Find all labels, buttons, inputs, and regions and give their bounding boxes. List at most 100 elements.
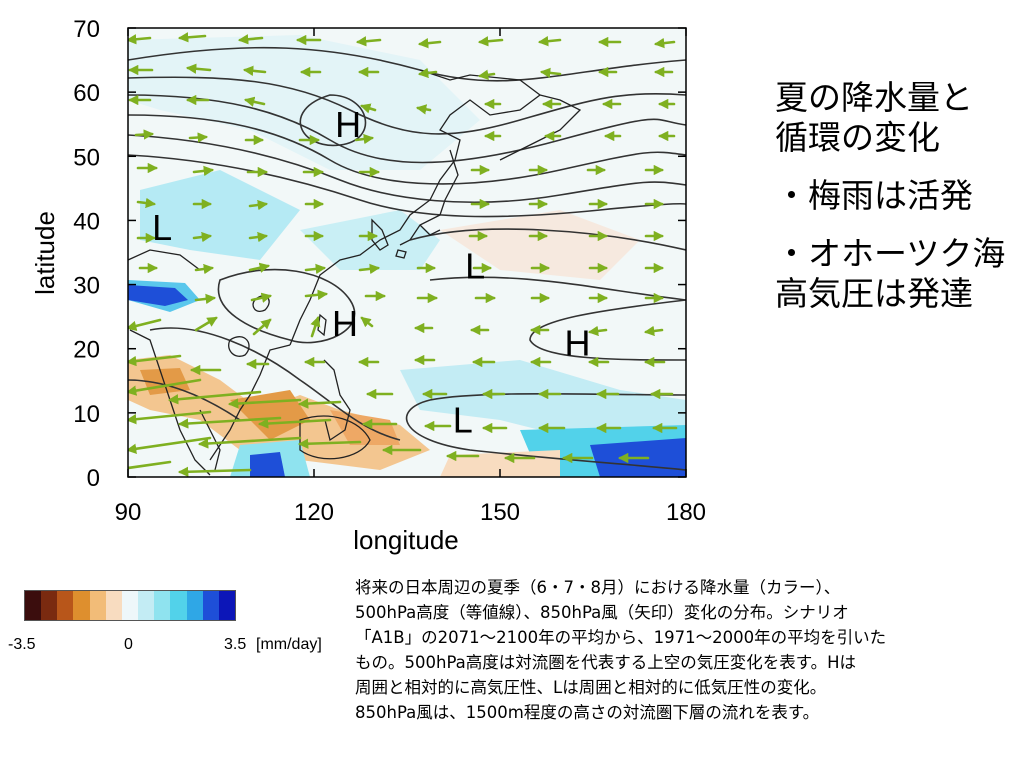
wind-arrow bbox=[188, 132, 209, 143]
colorbar-swatch bbox=[73, 591, 90, 620]
wind-arrow bbox=[134, 129, 155, 140]
colorbar-swatch bbox=[202, 591, 219, 620]
colorbar-mid-label: 0 bbox=[124, 636, 133, 653]
wind-arrow bbox=[477, 69, 496, 80]
colorbar-swatch bbox=[105, 591, 122, 620]
colorbar-swatch bbox=[89, 591, 106, 620]
x-tick-labels: 90 120 150 180 bbox=[115, 499, 706, 526]
wind-arrow bbox=[360, 316, 374, 328]
x-axis-title: longitude bbox=[353, 525, 459, 555]
wind-arrow bbox=[128, 34, 152, 45]
wind-arrow bbox=[252, 318, 272, 336]
wind-arrow bbox=[227, 398, 302, 409]
wind-arrow bbox=[128, 436, 212, 454]
wind-arrow bbox=[128, 460, 172, 470]
y-tick-label: 0 bbox=[87, 465, 100, 492]
summary-title: 夏の降水量と 循環の変化 bbox=[775, 78, 973, 157]
colorbar-unit-label: [mm/day] bbox=[256, 636, 322, 653]
colorbar-labels: -3.5 0 3.5 [mm/day] bbox=[0, 636, 340, 660]
wind-arrow bbox=[250, 292, 273, 303]
map-figure: H L L H H L 0 10 20 30 40 50 60 70 90 12… bbox=[30, 16, 706, 555]
x-tick-label: 120 bbox=[294, 499, 334, 526]
wind-arrow bbox=[297, 398, 342, 409]
map-frame bbox=[127, 27, 687, 478]
wind-arrow bbox=[192, 165, 215, 177]
wind-arrow bbox=[257, 418, 332, 429]
map-plot-area: H L L H H L bbox=[128, 28, 686, 477]
y-tick-label: 60 bbox=[73, 80, 100, 107]
pressure-label: L bbox=[453, 399, 473, 440]
y-tick-label: 10 bbox=[73, 401, 100, 428]
wind-arrow bbox=[128, 318, 162, 332]
wind-arrow bbox=[537, 35, 562, 47]
x-tick-label: 90 bbox=[115, 499, 142, 526]
pressure-label: H bbox=[335, 104, 361, 145]
wind-arrow bbox=[360, 103, 377, 114]
wind-arrow bbox=[539, 67, 562, 79]
colorbar-swatch bbox=[218, 591, 236, 620]
y-tick-label: 30 bbox=[73, 273, 100, 300]
wind-arrows bbox=[128, 32, 678, 477]
wind-arrow bbox=[653, 37, 676, 49]
colorbar-swatch bbox=[121, 591, 139, 620]
summary-bullet-okhotsk: ・オホーツク海 高気圧は発達 bbox=[775, 234, 1006, 313]
pressure-labels: H L L H H L bbox=[152, 104, 590, 440]
summary-bullet-baiu: ・梅雨は活発 bbox=[775, 176, 973, 215]
x-tick-label: 150 bbox=[480, 499, 520, 526]
wind-arrow bbox=[417, 67, 438, 79]
wind-arrow bbox=[185, 63, 212, 74]
wind-arrow bbox=[248, 262, 271, 273]
wind-arrow bbox=[248, 231, 269, 243]
wind-arrow bbox=[355, 36, 382, 47]
wind-arrow bbox=[177, 466, 252, 477]
wind-arrow bbox=[237, 34, 264, 45]
pressure-label: L bbox=[465, 245, 485, 286]
wind-arrow bbox=[192, 231, 213, 243]
colorbar-swatch bbox=[25, 591, 42, 620]
colorbar-swatch bbox=[170, 591, 187, 620]
wind-arrow bbox=[128, 378, 202, 396]
pressure-label: H bbox=[565, 322, 591, 363]
precipitation-colorbar bbox=[24, 590, 236, 621]
wind-arrow bbox=[128, 354, 182, 367]
wind-arrow bbox=[304, 289, 329, 301]
y-tick-label: 70 bbox=[73, 16, 100, 43]
colorbar-swatch bbox=[41, 591, 58, 620]
wind-arrow bbox=[242, 65, 267, 77]
height-contours bbox=[128, 46, 686, 471]
y-tick-label: 20 bbox=[73, 337, 100, 364]
colorbar-swatch bbox=[186, 591, 203, 620]
y-axis-title: latitude bbox=[30, 211, 60, 295]
tick-marks bbox=[127, 27, 687, 478]
colorbar-swatch bbox=[138, 591, 155, 620]
y-tick-label: 50 bbox=[73, 144, 100, 171]
y-tick-label: 40 bbox=[73, 208, 100, 235]
wind-arrow bbox=[358, 263, 381, 275]
colorbar-min-label: -3.5 bbox=[8, 636, 36, 653]
wind-arrow bbox=[243, 96, 266, 107]
x-tick-label: 180 bbox=[666, 499, 706, 526]
wind-arrow bbox=[643, 325, 664, 337]
y-tick-labels: 0 10 20 30 40 50 60 70 bbox=[73, 16, 100, 492]
wind-arrow bbox=[136, 197, 157, 209]
wind-arrow bbox=[587, 325, 608, 337]
figure-caption: 将来の日本周辺の夏季（6・7・8月）における降水量（カラー）、 500hPa高度… bbox=[355, 578, 887, 722]
wind-arrow bbox=[194, 293, 217, 305]
wind-arrow bbox=[304, 263, 327, 275]
wind-arrow bbox=[477, 36, 504, 47]
wind-arrow bbox=[128, 410, 212, 425]
colorbar-max-label: 3.5 bbox=[224, 636, 247, 653]
wind-arrow bbox=[248, 199, 269, 211]
wind-arrow bbox=[354, 133, 375, 145]
summary-panel: 夏の降水量と 循環の変化 ・梅雨は活発 ・オホーツク海 高気圧は発達 bbox=[775, 78, 1020, 332]
pressure-label: H bbox=[332, 303, 358, 344]
wind-arrow bbox=[194, 263, 215, 275]
wind-arrow bbox=[177, 32, 207, 43]
colorbar-swatch bbox=[57, 591, 74, 620]
wind-arrow bbox=[310, 316, 321, 338]
wind-arrow bbox=[197, 436, 302, 449]
wind-arrow bbox=[167, 390, 262, 405]
colorbar-swatch bbox=[154, 591, 171, 620]
wind-arrow bbox=[417, 37, 442, 49]
pressure-label: L bbox=[152, 207, 172, 248]
